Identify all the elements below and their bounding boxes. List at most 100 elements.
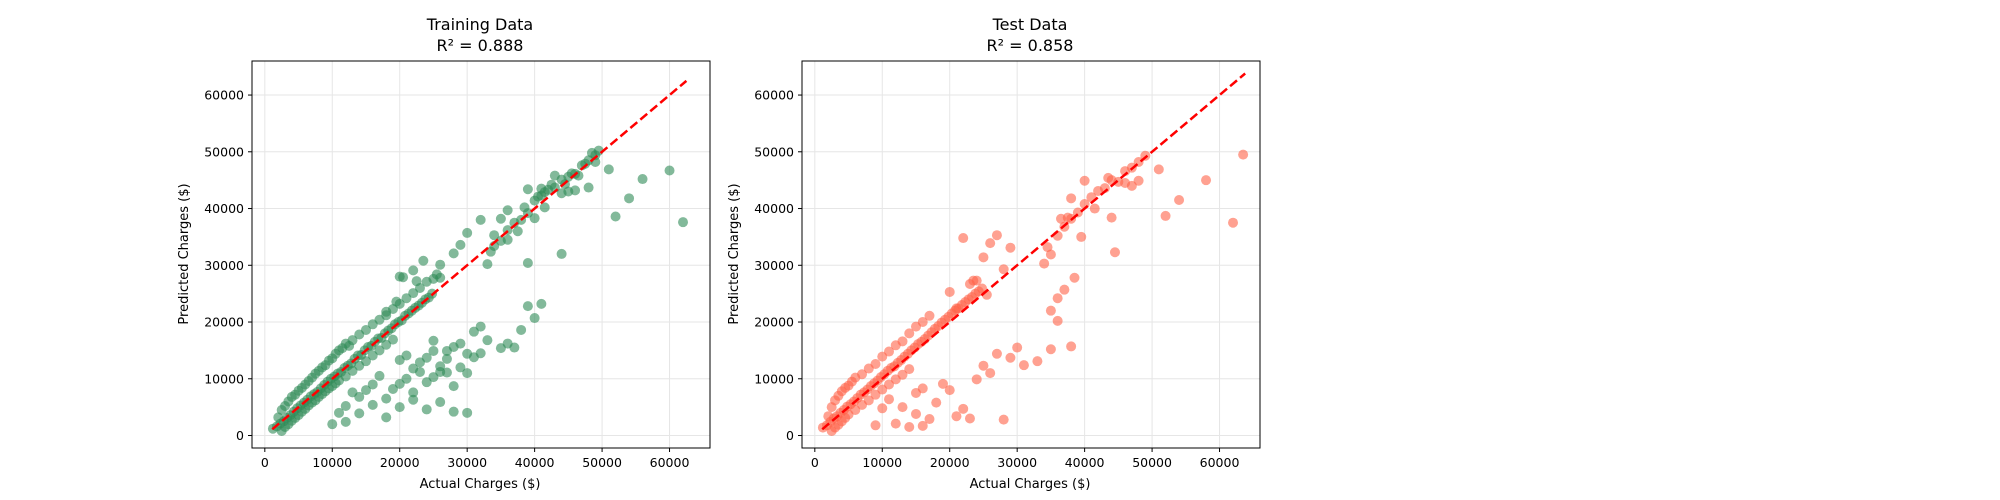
training-chart-panel: Training Data R² = 0.888 Actual Charges … bbox=[177, 15, 711, 492]
y-tick-label: 10000 bbox=[754, 371, 794, 386]
x-tick-label: 10000 bbox=[862, 455, 902, 470]
scatter-point bbox=[1109, 247, 1120, 258]
scatter-point bbox=[1042, 242, 1053, 253]
scatter-points bbox=[817, 149, 1249, 436]
scatter-point bbox=[1039, 258, 1050, 269]
scatter-point bbox=[539, 202, 550, 213]
scatter-point bbox=[455, 338, 466, 349]
scatter-point bbox=[931, 397, 942, 408]
y-tick-label: 30000 bbox=[754, 258, 794, 273]
scatter-point bbox=[428, 335, 439, 346]
scatter-point bbox=[334, 407, 345, 418]
scatter-point bbox=[1032, 356, 1043, 367]
x-tick-label: 40000 bbox=[515, 455, 555, 470]
y-tick-label: 50000 bbox=[204, 144, 244, 159]
scatter-point bbox=[1160, 210, 1171, 221]
scatter-point bbox=[998, 264, 1009, 275]
scatter-point bbox=[418, 255, 429, 266]
scatter-point bbox=[549, 170, 560, 181]
scatter-point bbox=[897, 402, 908, 413]
scatter-point bbox=[394, 271, 405, 282]
scatter-point bbox=[482, 335, 493, 346]
scatter-point bbox=[678, 217, 689, 228]
scatter-point bbox=[340, 371, 351, 382]
scatter-point bbox=[917, 317, 928, 328]
scatter-point bbox=[904, 328, 915, 339]
scatter-point bbox=[924, 310, 935, 321]
scatter-point bbox=[408, 387, 419, 398]
scatter-point bbox=[448, 248, 459, 259]
scatter-point bbox=[1045, 344, 1056, 355]
scatter-point bbox=[381, 412, 392, 423]
scatter-point bbox=[978, 252, 989, 263]
scatter-point bbox=[408, 394, 419, 405]
x-tick-label: 0 bbox=[261, 455, 269, 470]
scatter-point bbox=[522, 184, 533, 195]
scatter-point bbox=[435, 361, 446, 372]
scatter-points bbox=[267, 145, 689, 436]
y-tick-label: 50000 bbox=[754, 144, 794, 159]
scatter-point bbox=[360, 356, 371, 367]
scatter-point bbox=[360, 385, 371, 396]
scatter-point bbox=[951, 411, 962, 422]
scatter-point bbox=[978, 360, 989, 371]
x-tick-label: 50000 bbox=[582, 455, 622, 470]
scatter-point bbox=[583, 182, 594, 193]
scatter-point bbox=[1106, 212, 1117, 223]
scatter-point bbox=[904, 422, 915, 433]
scatter-point bbox=[1228, 217, 1239, 228]
scatter-point bbox=[1076, 231, 1087, 242]
scatter-point bbox=[958, 233, 969, 244]
scatter-point bbox=[1066, 341, 1077, 352]
x-tick-label: 0 bbox=[811, 455, 819, 470]
scatter-point bbox=[435, 397, 446, 408]
scatter-point bbox=[1201, 175, 1212, 186]
axes-frame bbox=[801, 60, 1261, 449]
scatter-point bbox=[401, 350, 412, 361]
y-tick-label: 0 bbox=[236, 428, 244, 443]
scatter-point bbox=[502, 234, 513, 245]
scatter-point bbox=[1018, 360, 1029, 371]
scatter-point bbox=[1079, 175, 1090, 186]
perfect-fit-line bbox=[821, 72, 1246, 431]
y-tick-label: 20000 bbox=[754, 315, 794, 330]
scatter-point bbox=[546, 179, 557, 190]
scatter-point bbox=[529, 213, 540, 224]
y-axis-label: Predicted Charges ($) bbox=[727, 183, 742, 324]
scatter-point bbox=[340, 401, 351, 412]
scatter-point bbox=[431, 269, 442, 280]
scatter-point bbox=[998, 414, 1009, 425]
y-tick-label: 0 bbox=[786, 428, 794, 443]
scatter-point bbox=[462, 227, 473, 238]
scatter-point bbox=[340, 416, 351, 427]
scatter-point bbox=[536, 183, 547, 194]
scatter-point bbox=[1005, 352, 1016, 363]
scatter-point bbox=[462, 368, 473, 379]
x-tick-label: 30000 bbox=[997, 455, 1037, 470]
scatter-point bbox=[897, 336, 908, 347]
y-tick-label: 10000 bbox=[204, 371, 244, 386]
scatter-point bbox=[1052, 315, 1063, 326]
scatter-point bbox=[360, 324, 371, 335]
scatter-point bbox=[489, 230, 500, 241]
scatter-point bbox=[664, 165, 675, 176]
scatter-point bbox=[1052, 293, 1063, 304]
scatter-point bbox=[381, 393, 392, 404]
scatter-point bbox=[586, 147, 597, 158]
scatter-point bbox=[897, 369, 908, 380]
scatter-point bbox=[1045, 305, 1056, 316]
scatter-point bbox=[968, 275, 979, 286]
scatter-point bbox=[1059, 284, 1070, 295]
scatter-point bbox=[428, 345, 439, 356]
scatter-point bbox=[951, 303, 962, 314]
chart-subtitle: R² = 0.858 bbox=[987, 36, 1074, 55]
scatter-point bbox=[556, 248, 567, 259]
scatter-point bbox=[495, 213, 506, 224]
scatter-point bbox=[529, 313, 540, 324]
y-tick-label: 60000 bbox=[204, 88, 244, 103]
y-tick-label: 40000 bbox=[204, 201, 244, 216]
scatter-point bbox=[381, 306, 392, 317]
scatter-point bbox=[964, 413, 975, 424]
scatter-point bbox=[441, 367, 452, 378]
